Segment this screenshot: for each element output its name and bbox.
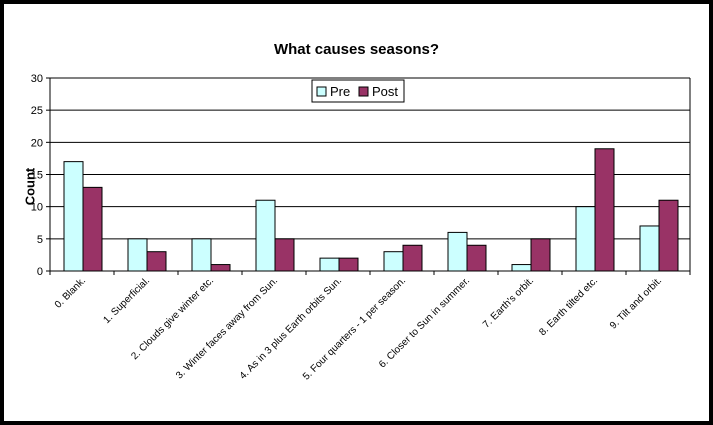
legend-swatch-pre [316, 86, 327, 97]
bar-pre-3 [255, 199, 276, 272]
chart-title: What causes seasons? [273, 41, 440, 58]
y-tick-labels: 0 5 10 15 20 25 30 [31, 73, 43, 278]
y-tick-label: 0 [37, 266, 43, 278]
bars [63, 148, 679, 272]
y-tick-label: 5 [37, 234, 43, 246]
bar-pre-2 [191, 238, 212, 272]
bar-pre-7 [511, 264, 532, 272]
x-tick-label: 5. Four quarters - 1 per season. [301, 275, 408, 382]
axes [49, 78, 691, 275]
y-tick-label: 30 [31, 73, 43, 85]
bar-post-4 [338, 257, 359, 272]
bar-post-7 [530, 238, 551, 272]
legend-label-pre: Pre [330, 84, 350, 99]
bar-post-0 [82, 186, 103, 272]
x-tick-label: 7. Earth's orbit. [481, 275, 536, 330]
legend: Pre Post [311, 79, 405, 103]
bar-pre-9 [639, 225, 660, 272]
bar-post-3 [274, 238, 295, 272]
x-tick-label: 3. Winter faces away from Sun. [174, 275, 280, 381]
bar-pre-8 [575, 206, 596, 272]
bar-post-1 [146, 251, 167, 272]
legend-box [311, 79, 405, 103]
bar-post-5 [402, 244, 423, 272]
bar-pre-4 [319, 257, 340, 272]
x-tick-label: 0. Blank. [53, 275, 88, 310]
bar-post-6 [466, 244, 487, 272]
bar-pre-1 [127, 238, 148, 272]
x-tick-label: 8. Earth tilted etc. [537, 275, 600, 338]
y-tick-label: 20 [31, 137, 43, 149]
x-tick-labels: 0. Blank. 1. Superficial.2. Clouds give w… [53, 275, 664, 382]
bar-pre-5 [383, 251, 404, 272]
legend-label-post: Post [372, 84, 398, 99]
bar-pre-6 [447, 231, 468, 272]
x-tick-label: 1. Superficial. [101, 275, 152, 326]
bar-post-8 [594, 148, 615, 272]
bar-post-9 [658, 199, 679, 272]
x-tick-label: 9. Tilt and orbit. [608, 275, 664, 331]
y-tick-label: 25 [31, 105, 43, 117]
x-tick-label: 4. As in 3 plus Earth orbits Sun. [238, 275, 344, 381]
legend-swatch-post [358, 86, 369, 97]
bar-pre-0 [63, 161, 84, 272]
bar-post-2 [210, 264, 231, 272]
y-tick-label: 15 [31, 170, 43, 182]
y-tick-label: 10 [31, 202, 43, 214]
